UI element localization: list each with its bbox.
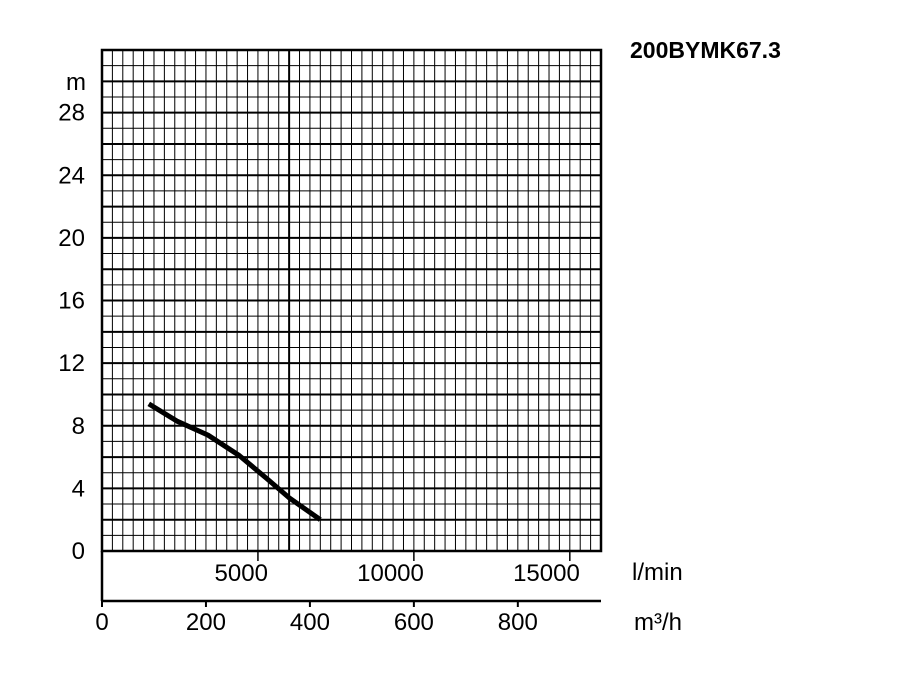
x-primary-tick-label: 5000	[215, 560, 268, 587]
series-line	[147, 401, 322, 522]
plot-frame	[100, 48, 603, 553]
x-secondary-tick-label: 800	[498, 609, 538, 636]
y-tick-label: 0	[72, 538, 85, 565]
y-tick-label: 4	[72, 475, 85, 502]
x-secondary-tick-label: 400	[290, 609, 330, 636]
y-axis-label: m	[66, 69, 86, 96]
y-tick-label: 16	[58, 288, 85, 315]
y-tick-label: 24	[58, 162, 85, 189]
grid-major	[102, 50, 601, 551]
x-primary-tick-label: 15000	[513, 560, 580, 587]
x-secondary-tick-labels: 0 200 400 600 800	[95, 601, 538, 636]
chart-title: 200BYMK67.3	[630, 37, 781, 63]
x-secondary-unit-label: m³/h	[634, 609, 682, 636]
y-tick-label: 12	[58, 350, 85, 377]
x-secondary-tick-label: 200	[186, 609, 226, 636]
x-secondary-tick-label: 0	[95, 609, 108, 636]
series-layer	[147, 401, 322, 522]
x-primary-tick-labels: 5000 10000 15000	[215, 551, 580, 587]
y-tick-labels: 0 4 8 12 16 20 24 28	[58, 100, 85, 565]
y-tick-label: 20	[58, 225, 85, 252]
x-primary-unit-label: l/min	[632, 559, 683, 586]
y-tick-label: 28	[58, 100, 85, 127]
y-tick-label: 8	[72, 413, 85, 440]
x-primary-tick-label: 10000	[357, 560, 424, 587]
x-secondary-tick-label: 600	[394, 609, 434, 636]
